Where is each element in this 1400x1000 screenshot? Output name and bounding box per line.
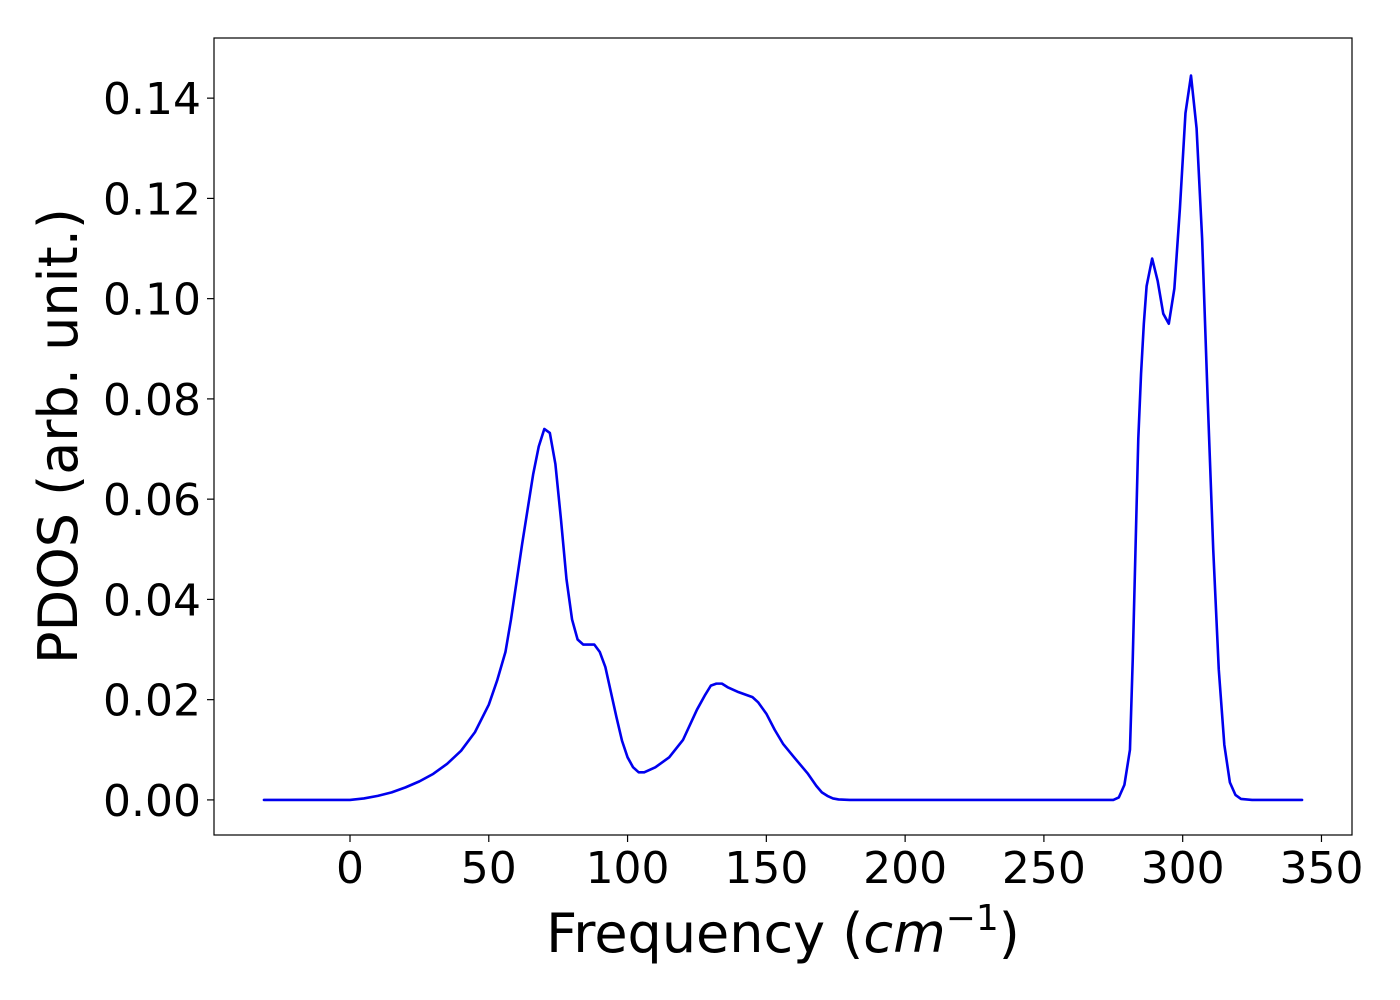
x-tick-label: 150 <box>724 843 808 894</box>
x-axis-title-exponent: −1 <box>946 898 999 939</box>
y-tick-label: 0.00 <box>103 776 201 827</box>
pdos-series-line <box>262 74 1304 802</box>
y-tick-label: 0.10 <box>103 275 201 326</box>
y-tick-label: 0.12 <box>103 174 201 225</box>
x-axis-title-unit: cm <box>863 902 945 965</box>
y-tick-label: 0.14 <box>103 74 201 125</box>
x-axis-title-suffix: ) <box>999 902 1020 965</box>
plot-area <box>262 74 1304 802</box>
plot-frame <box>213 37 1353 836</box>
x-tick-label: 0 <box>336 843 364 894</box>
y-tick-label: 0.06 <box>103 475 201 526</box>
x-tick-label: 350 <box>1279 843 1363 894</box>
x-tick-label: 200 <box>863 843 947 894</box>
x-axis-title-prefix: Frequency ( <box>546 902 863 965</box>
x-tick-label: 300 <box>1141 843 1225 894</box>
x-tick-label: 50 <box>461 843 517 894</box>
y-axis: 0.00 0.02 0.04 0.06 0.08 0.10 0.12 0.14 <box>103 74 214 827</box>
y-tick-label: 0.08 <box>103 375 201 426</box>
x-tick-label: 100 <box>586 843 670 894</box>
x-tick-label: 250 <box>1002 843 1086 894</box>
y-tick-label: 0.02 <box>103 676 201 727</box>
x-axis: 0 50 100 150 200 250 300 350 <box>336 835 1363 894</box>
x-axis-title: Frequency (cm−1) <box>546 898 1020 965</box>
y-axis-title: PDOS (arb. unit.) <box>27 208 90 664</box>
y-tick-label: 0.04 <box>103 575 201 626</box>
